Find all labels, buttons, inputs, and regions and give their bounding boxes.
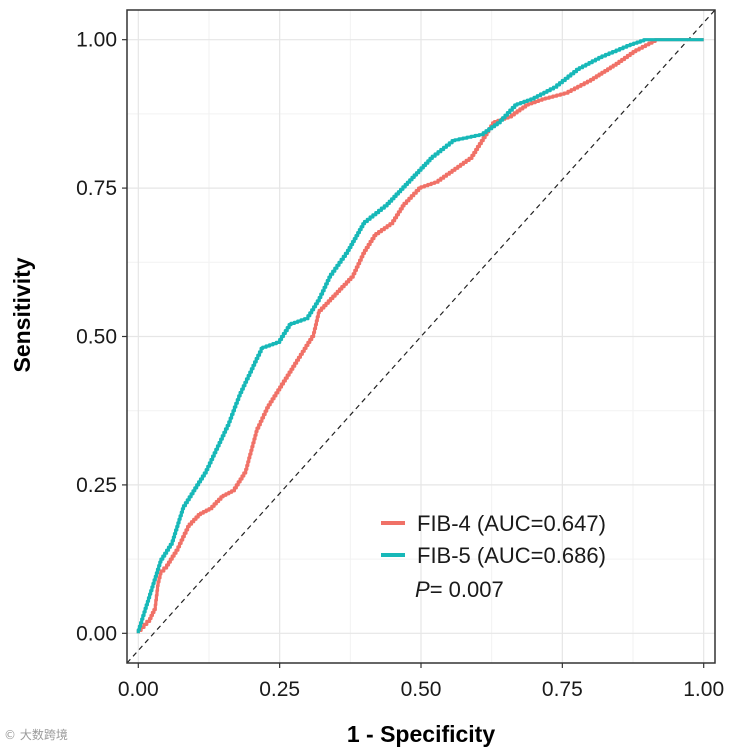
legend-label-fib4: FIB-4 (AUC=0.647) <box>417 511 606 536</box>
legend: FIB-4 (AUC=0.647) FIB-5 (AUC=0.686) P= 0… <box>381 511 606 602</box>
axis-ticks: 0.00 0.25 0.50 0.75 1.00 0.00 0.25 0.50 0.75 1.00 <box>76 29 724 701</box>
roc-curve-fib4 <box>136 38 704 634</box>
reference-line <box>126 9 716 664</box>
x-tick-label: 0.00 <box>118 678 159 701</box>
x-tick-label: 0.50 <box>401 678 442 701</box>
y-tick-label: 0.00 <box>76 622 117 645</box>
y-tick-label: 0.50 <box>76 326 117 349</box>
x-tick-label: 1.00 <box>683 678 724 701</box>
legend-label-fib5: FIB-5 (AUC=0.686) <box>417 543 606 568</box>
x-axis-title: 1 - Specificity <box>347 721 495 747</box>
p-value-annotation: P= 0.007 <box>415 577 504 602</box>
y-tick-label: 1.00 <box>76 29 117 52</box>
y-tick-label: 0.25 <box>76 474 117 497</box>
roc-curve-fib5 <box>136 38 704 634</box>
x-tick-label: 0.75 <box>542 678 583 701</box>
p-value: = 0.007 <box>430 577 504 602</box>
p-label: P <box>415 577 430 602</box>
roc-curves <box>136 38 704 634</box>
x-tick-label: 0.25 <box>259 678 300 701</box>
y-tick-label: 0.75 <box>76 177 117 200</box>
y-axis-title: Sensitivity <box>9 257 35 372</box>
watermark: © 大数跨境 <box>4 728 68 742</box>
reference-diagonal <box>126 9 716 664</box>
